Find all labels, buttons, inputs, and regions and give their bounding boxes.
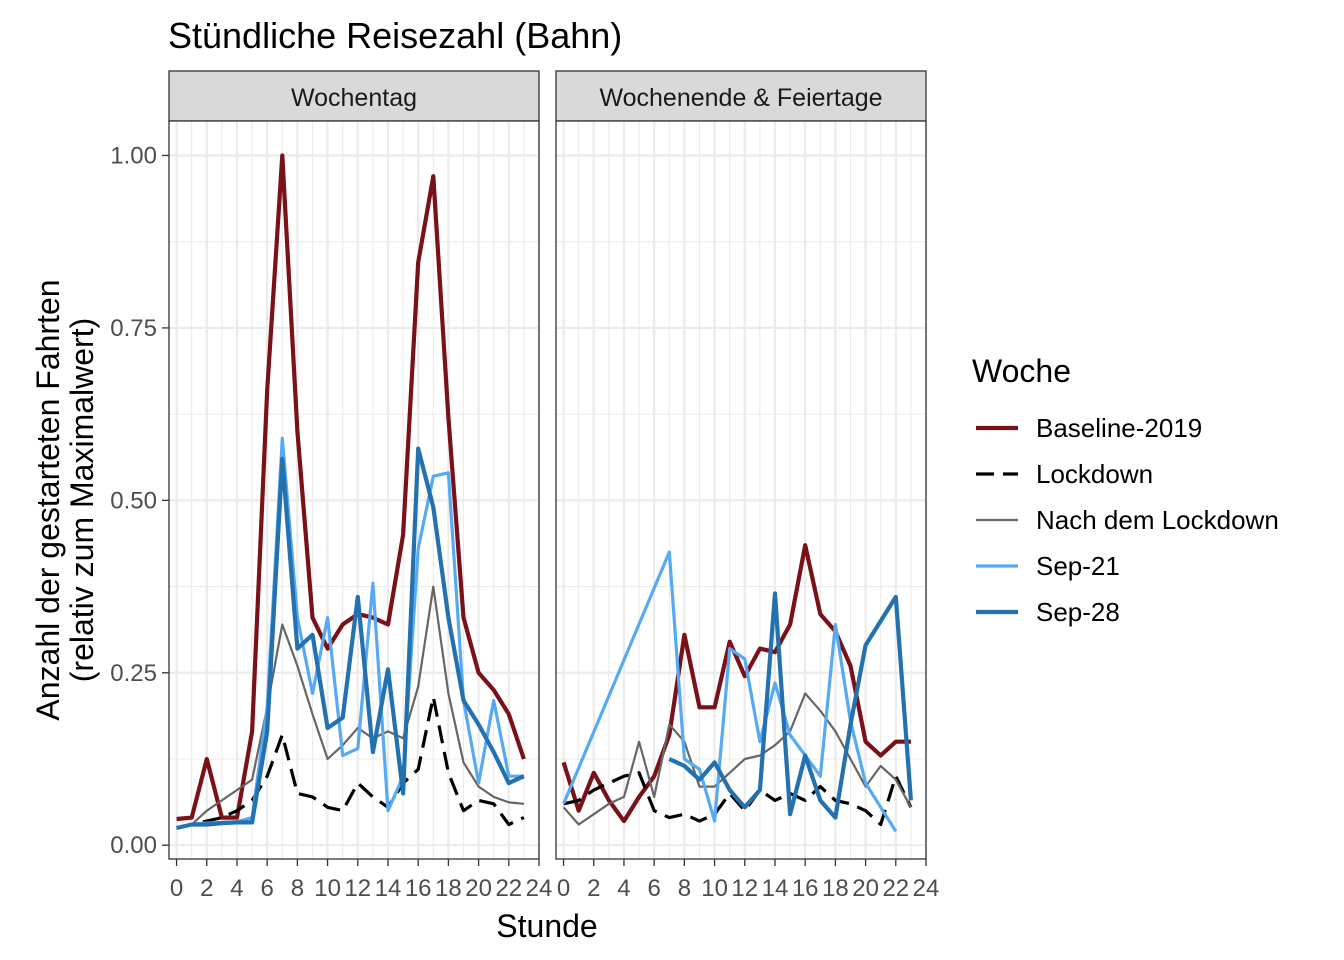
x-tick-label: 0 xyxy=(170,875,183,902)
x-tick-label: 24 xyxy=(913,875,940,902)
x-tick-label: 2 xyxy=(200,875,213,902)
x-tick-label: 8 xyxy=(678,875,691,902)
facet-strip xyxy=(555,70,927,122)
facet-strip xyxy=(168,70,540,122)
facet-strip-label: Wochentag xyxy=(291,84,417,112)
facet-panels: Wochentag Wochenende & Feiertage xyxy=(168,70,928,860)
grid xyxy=(169,121,541,859)
legend-item: Sep-21 xyxy=(976,551,1120,581)
y-tick-label: 0.00 xyxy=(110,832,157,859)
series-line-lockdown xyxy=(563,771,913,827)
x-tick-label: 6 xyxy=(647,875,660,902)
x-axis-label: Stunde xyxy=(496,908,597,944)
series-lines xyxy=(176,153,526,831)
x-tick-label: 6 xyxy=(260,875,273,902)
x-tick-label: 10 xyxy=(701,875,728,902)
x-tick-label: 4 xyxy=(617,875,630,902)
panel-2: Wochenende & Feiertage xyxy=(555,70,928,860)
y-tick-label: 1.00 xyxy=(110,142,157,169)
legend-label: Lockdown xyxy=(1036,459,1153,489)
x-tick-label: 14 xyxy=(375,875,402,902)
series-line-sep-21 xyxy=(562,550,898,833)
x-tick-label: 12 xyxy=(344,875,371,902)
y-axis-label-line-1: Anzahl der gestarteten Fahrten xyxy=(30,279,66,720)
y-axis-label: Anzahl der gestarteten Fahrten (relativ … xyxy=(30,279,100,720)
y-tick-label: 0.25 xyxy=(110,660,157,687)
facet-strip-label: Wochenende & Feiertage xyxy=(599,84,882,112)
x-tick-label: 22 xyxy=(495,875,522,902)
series-line-sep-28 xyxy=(176,446,525,831)
x-tick-label: 12 xyxy=(731,875,758,902)
y-axis-label-line-2: (relativ zum Maximalwert) xyxy=(64,318,100,682)
x-tick-label: 24 xyxy=(526,875,553,902)
plot-background xyxy=(169,121,539,859)
panel-border xyxy=(168,120,540,860)
y-tick-label: 0.50 xyxy=(110,487,157,514)
x-tick-label: 20 xyxy=(465,875,492,902)
x-tick-label: 14 xyxy=(762,875,789,902)
x-tick-label: 20 xyxy=(852,875,879,902)
x-tick-label: 16 xyxy=(405,875,432,902)
x-axis-1: 0 2 4 6 8 10 12 14 16 18 20 22 24 xyxy=(170,859,552,902)
y-tick-label: 0.75 xyxy=(110,315,157,342)
legend-item: Sep-28 xyxy=(976,597,1120,627)
x-tick-label: 4 xyxy=(230,875,243,902)
legend-item: Baseline-2019 xyxy=(976,413,1202,443)
panel-border xyxy=(555,120,927,860)
legend-label: Sep-28 xyxy=(1036,597,1120,627)
x-tick-label: 2 xyxy=(587,875,600,902)
series-line-sep-28 xyxy=(668,591,913,820)
series-line-nach-dem-lockdown xyxy=(176,585,525,830)
series-line-lockdown xyxy=(176,695,525,830)
x-tick-label: 22 xyxy=(882,875,909,902)
legend-item: Lockdown xyxy=(976,459,1153,489)
chart-title: Stündliche Reisezahl (Bahn) xyxy=(168,15,622,56)
x-tick-label: 0 xyxy=(557,875,570,902)
legend-title: Woche xyxy=(972,353,1071,389)
x-axis-2: 0 2 4 6 8 10 12 14 16 18 20 22 24 xyxy=(557,859,939,902)
legend-label: Baseline-2019 xyxy=(1036,413,1202,443)
legend-item: Nach dem Lockdown xyxy=(976,505,1279,535)
grid xyxy=(556,121,928,859)
x-tick-label: 8 xyxy=(291,875,304,902)
series-line-baseline-2019 xyxy=(176,153,526,822)
legend-label: Sep-21 xyxy=(1036,551,1120,581)
series-lines xyxy=(561,543,913,833)
x-tick-label: 18 xyxy=(822,875,849,902)
series-line-nach-dem-lockdown xyxy=(562,692,912,826)
x-tick-label: 16 xyxy=(792,875,819,902)
x-tick-label: 18 xyxy=(435,875,462,902)
legend-label: Nach dem Lockdown xyxy=(1036,505,1279,535)
y-axis: 0.00 0.25 0.50 0.75 1.00 xyxy=(110,142,169,859)
series-line-baseline-2019 xyxy=(561,543,911,824)
legend: Woche Baseline-2019 Lockdown Nach dem Lock… xyxy=(972,353,1279,627)
x-axes: 0 2 4 6 8 10 12 14 16 18 20 22 24 0 2 4 6 8 10 12 14 16 18 20 22… xyxy=(170,859,939,902)
x-tick-label: 10 xyxy=(314,875,341,902)
panel-1: Wochentag xyxy=(168,70,541,860)
